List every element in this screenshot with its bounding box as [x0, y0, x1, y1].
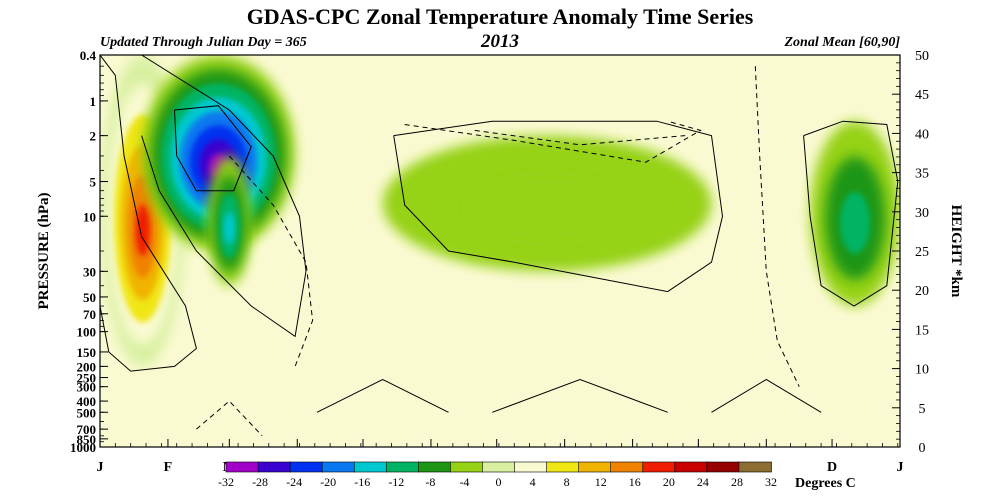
- height-tick-label: 10: [915, 363, 929, 378]
- height-tick-label: 5: [919, 402, 926, 417]
- anomaly-region-march-cooling-secondary: [207, 155, 252, 286]
- colorbar-swatch: [385, 461, 420, 473]
- pressure-tick-label: 30: [83, 264, 96, 279]
- height-tick-label: 15: [915, 323, 929, 338]
- colorbar-tick-label: -8: [425, 475, 435, 489]
- pressure-tick-label: 400: [77, 394, 97, 409]
- colorbar-tick-label: 20: [663, 475, 675, 489]
- colorbar-tick-label: 16: [629, 475, 641, 489]
- colorbar-swatch: [738, 461, 772, 473]
- axis-height: 0 5 10 15 20 25 30 35 40 45 50: [892, 49, 929, 456]
- colorbar-tick-label: -32: [218, 475, 234, 489]
- contour-line: [100, 55, 197, 372]
- month-tick-label: J: [97, 460, 104, 475]
- subtitle-center: 2013: [480, 31, 519, 52]
- colorbar-tick-label: 8: [564, 475, 570, 489]
- anomaly-region-december-cooling: [810, 121, 900, 307]
- colorbar-tick-label: -28: [252, 475, 268, 489]
- height-tick-label: 30: [915, 206, 929, 221]
- subtitle-left: Updated Through Julian Day = 365: [100, 35, 307, 50]
- pressure-tick-label: 5: [90, 175, 97, 190]
- colorbar-swatch: [353, 461, 388, 473]
- month-tick-label: D: [827, 460, 837, 475]
- height-tick-label: 40: [915, 127, 929, 142]
- colorbar-swatch: [450, 461, 484, 473]
- pressure-tick-label: 850: [77, 432, 97, 447]
- colorbar-tick-label: -20: [320, 475, 336, 489]
- pressure-tick-label: 700: [77, 422, 97, 437]
- contour-line: [316, 378, 449, 413]
- anomaly-band: [464, 174, 630, 243]
- colorbar-tick-label: 24: [697, 475, 709, 489]
- height-tick-label: 25: [915, 245, 929, 260]
- colorbar-tick-label: 32: [765, 475, 777, 489]
- pressure-tick-label: 150: [77, 345, 97, 360]
- colorbar-swatch: [706, 461, 740, 473]
- colorbar-swatch: [546, 461, 580, 473]
- colorbar-tick-label: -12: [388, 475, 404, 489]
- contour-line: [196, 400, 263, 437]
- pressure-tick-label: 100: [77, 325, 97, 340]
- month-tick-label: J: [897, 460, 904, 475]
- contour-line: [141, 55, 307, 338]
- ylabel-left: PRESSURE (hPa): [36, 192, 52, 309]
- colorbar: -32 -28 -24 -20 -16 -12 -8 -4 0 4 8 12 16 20 24 28 32: [218, 461, 777, 489]
- pressure-tick-label: 250: [77, 371, 97, 386]
- contour-line: [492, 378, 668, 413]
- pressure-tick-label: 2: [90, 129, 97, 144]
- month-tick-label: F: [164, 460, 173, 475]
- chart-title: GDAS-CPC Zonal Temperature Anomaly Time …: [247, 4, 754, 29]
- colorbar-swatch: [482, 461, 516, 473]
- colorbar-swatch: [514, 461, 548, 473]
- colorbar-tick-label: 0: [496, 475, 502, 489]
- height-tick-label: 50: [915, 49, 929, 64]
- height-tick-label: 45: [915, 88, 929, 103]
- pressure-tick-label: 1000: [70, 440, 96, 455]
- subtitle-right: Zonal Mean [60,90]: [784, 35, 901, 50]
- contour-line: [803, 120, 899, 307]
- pressure-tick-label: 70: [83, 307, 96, 322]
- colorbar-swatch: [642, 461, 676, 473]
- height-tick-label: 0: [919, 441, 926, 456]
- colorbar-swatch: [321, 461, 356, 473]
- anomaly-region-summer-weak-anomaly: [382, 135, 712, 272]
- pressure-tick-label: 1: [90, 94, 97, 109]
- pressure-tick-label: 200: [77, 359, 97, 374]
- contour-line: [711, 378, 822, 413]
- pressure-tick-label: 10: [83, 209, 96, 224]
- pressure-tick-label: 500: [77, 405, 97, 420]
- contour-line: [754, 66, 800, 387]
- colorbar-tick-label: -24: [286, 475, 302, 489]
- contour-line: [404, 120, 702, 163]
- colorbar-swatch: [610, 461, 644, 473]
- colorbar-label: Degrees C: [795, 476, 856, 491]
- colorbar-swatch: [418, 461, 452, 473]
- height-tick-label: 20: [915, 284, 929, 299]
- colorbar-swatch: [257, 461, 291, 473]
- colorbar-tick-label: 12: [595, 475, 607, 489]
- colorbar-tick-label: -4: [459, 475, 469, 489]
- colorbar-swatch: [289, 461, 323, 473]
- colorbar-tick-label: 4: [530, 475, 536, 489]
- pressure-tick-label: 50: [83, 290, 96, 305]
- pressure-tick-label: 300: [77, 380, 97, 395]
- colorbar-swatch: [578, 461, 612, 473]
- contour-line: [393, 120, 724, 293]
- colorbar-swatch: [674, 461, 708, 473]
- contour-line: [174, 105, 252, 192]
- colorbar-tick-label: -16: [354, 475, 370, 489]
- colorbar-tick-label: 28: [731, 475, 743, 489]
- anomaly-band: [135, 204, 150, 257]
- anomaly-band: [223, 211, 235, 245]
- anomaly-band: [840, 192, 871, 254]
- colorbar-swatch: [225, 461, 259, 473]
- height-tick-label: 35: [915, 167, 929, 182]
- ylabel-right: HEIGHT *km: [948, 205, 964, 298]
- plot-area: [100, 55, 900, 447]
- pressure-tick-label: 0.4: [80, 48, 97, 63]
